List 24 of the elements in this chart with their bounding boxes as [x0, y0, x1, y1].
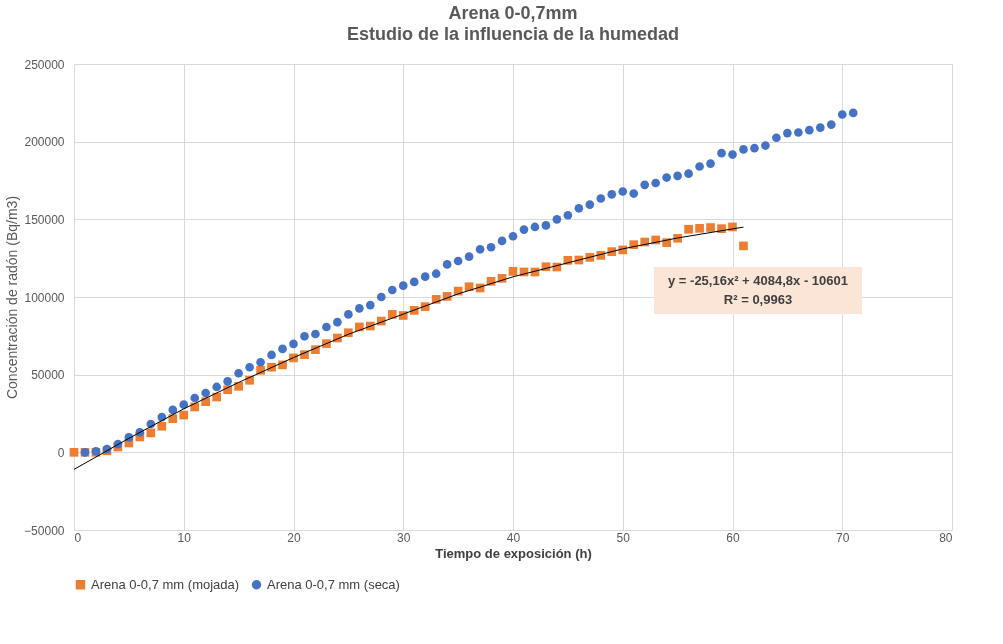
- y-tick-label: 250000: [24, 57, 65, 72]
- chart-title: Arena 0-0,7mm: [448, 3, 578, 23]
- y-tick-label: 100000: [24, 290, 65, 305]
- y-tick-label: 0: [57, 445, 65, 460]
- x-tick-label: 50: [616, 530, 631, 545]
- y-axis-title: Concentración de radón (Bq/m3): [4, 195, 21, 400]
- x-tick-label: 30: [397, 530, 411, 545]
- y-tick-label: 150000: [24, 212, 65, 227]
- x-tick-label: 10: [177, 530, 192, 545]
- x-tick-label: 20: [287, 530, 301, 545]
- legend-label: Arena 0-0,7 mm (mojada): [91, 576, 240, 592]
- annotation: y = -25,16x² + 4084,8x - 10601: [668, 273, 848, 288]
- x-tick-label: 60: [726, 530, 740, 545]
- chart-subtitle: Estudio de la influencia de la humedad: [346, 24, 680, 44]
- x-tick-label: 70: [836, 530, 850, 545]
- x-tick-label: 40: [506, 530, 521, 545]
- y-tick-label: −50000: [24, 523, 65, 538]
- x-axis-title: Tiempo de exposición (h): [435, 545, 592, 561]
- x-tick-label: 80: [939, 530, 953, 545]
- annotation: R² = 0,9963: [723, 292, 793, 307]
- y-tick-label: 50000: [31, 368, 65, 383]
- y-tick-label: 200000: [24, 135, 65, 150]
- x-tick-label: 0: [74, 530, 82, 545]
- legend-label: Arena 0-0,7 mm (seca): [267, 576, 400, 592]
